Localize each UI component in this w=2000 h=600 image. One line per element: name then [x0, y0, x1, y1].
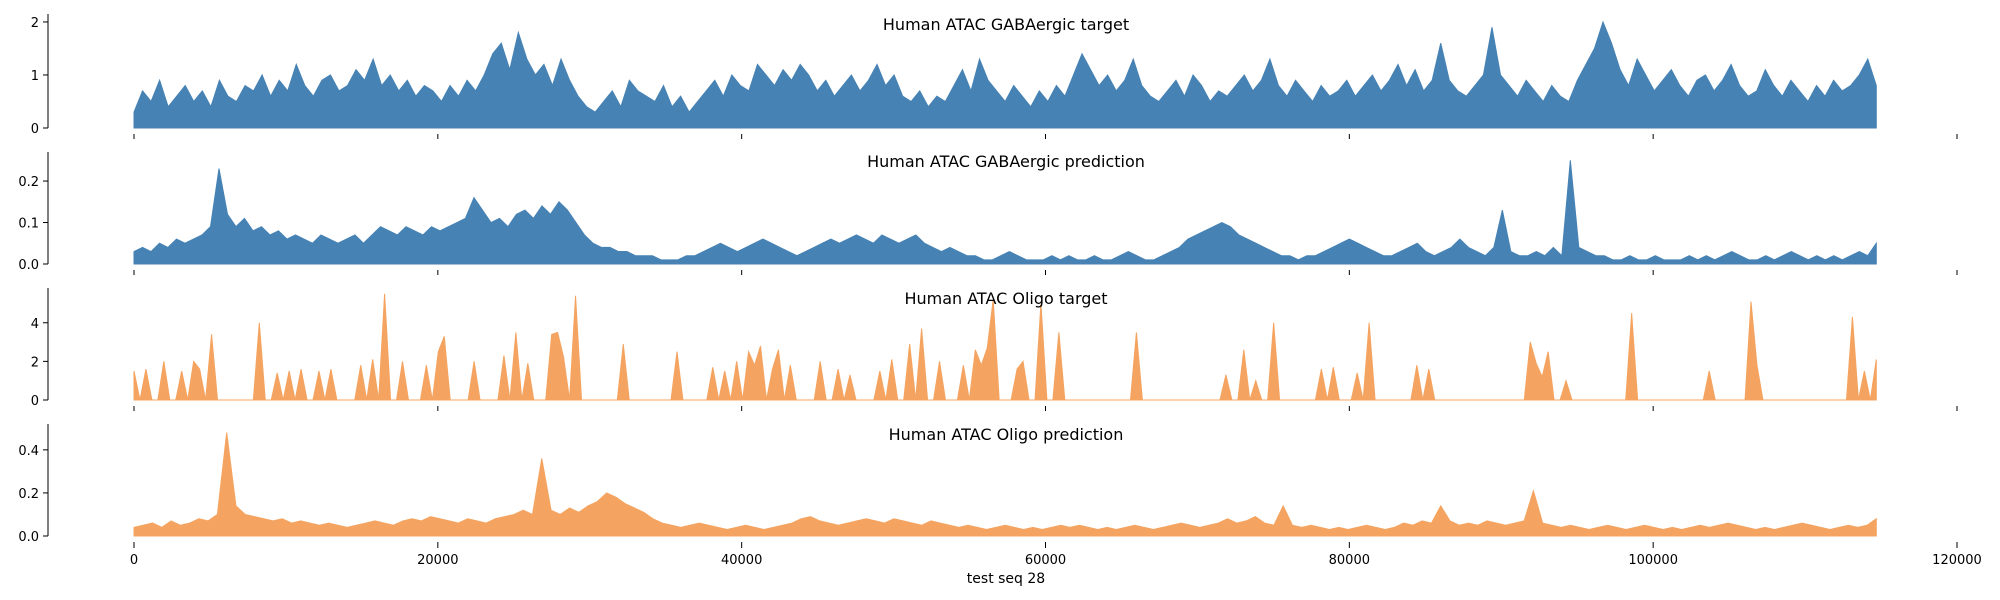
panel-3: 0 2 4 Human ATAC Oligo target — [31, 288, 1958, 411]
panel-title-1: Human ATAC GABAergic target — [883, 15, 1129, 34]
x-tick-label: 60000 — [1025, 553, 1066, 568]
x-tick-label: 20000 — [417, 553, 458, 568]
y-tick-label: 0 — [31, 122, 39, 137]
y-tick-label: 0.2 — [18, 487, 39, 502]
x-axis-label: test seq 28 — [967, 571, 1045, 587]
x-tick-label: 100000 — [1628, 553, 1678, 568]
panel-title-3: Human ATAC Oligo target — [904, 289, 1107, 308]
y-tick-label: 0.2 — [18, 175, 39, 190]
y-tick-label: 1 — [31, 69, 39, 84]
y-tick-label: 0.0 — [18, 530, 39, 545]
y-tick-label: 0 — [31, 394, 39, 409]
y-tick-label: 0.0 — [18, 258, 39, 273]
y-tick-label: 0.1 — [18, 217, 39, 232]
y-tick-label: 2 — [31, 16, 39, 31]
x-tick-label: 40000 — [721, 553, 762, 568]
panel-4: 0.0 0.2 0.4 Human ATAC Oligo prediction — [18, 424, 1877, 545]
x-tick-label: 80000 — [1329, 553, 1370, 568]
y-tick-label: 0.4 — [18, 444, 39, 459]
series-area-2 — [133, 160, 1877, 265]
series-area-4 — [133, 432, 1877, 537]
series-area-3 — [133, 293, 1877, 401]
chart-panels: 0 1 2 Human ATAC GABAergic target 0.0 0.1 0.2 H… — [18, 14, 1958, 545]
y-tick-label: 4 — [31, 317, 39, 332]
panel-title-4: Human ATAC Oligo prediction — [889, 425, 1124, 444]
x-tick-label: 120000 — [1932, 553, 1982, 568]
series-area-1 — [133, 20, 1877, 129]
y-tick-label: 2 — [31, 355, 39, 370]
panel-2: 0.0 0.1 0.2 Human ATAC GABAergic prediction — [18, 152, 1958, 275]
x-axis: 0 20000 40000 60000 80000 100000 120000 — [130, 542, 1982, 568]
panel-1: 0 1 2 Human ATAC GABAergic target — [31, 14, 1958, 139]
x-tick-label: 0 — [130, 553, 138, 568]
panel-title-2: Human ATAC GABAergic prediction — [867, 152, 1145, 171]
